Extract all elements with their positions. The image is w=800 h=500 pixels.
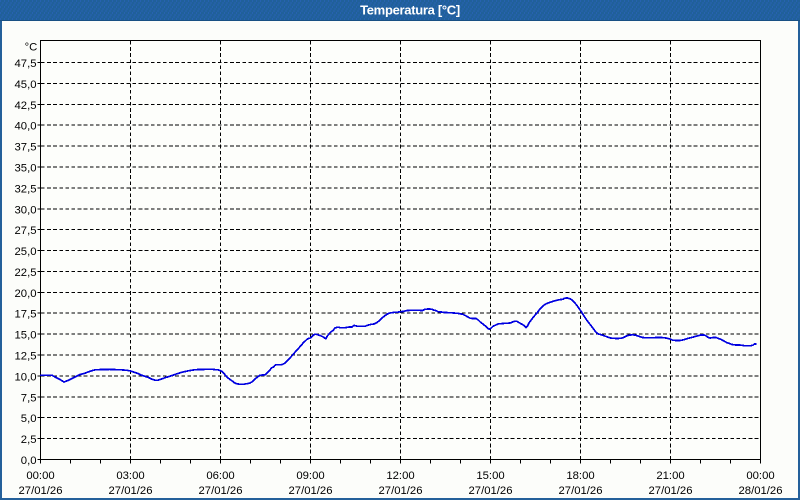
svg-text:42,5: 42,5 [15, 100, 37, 112]
svg-text:40,0: 40,0 [15, 121, 37, 133]
svg-text:06:00: 06:00 [206, 470, 234, 482]
svg-text:37,5: 37,5 [15, 142, 37, 154]
svg-text:27/01/26: 27/01/26 [199, 485, 243, 497]
svg-text:27/01/26: 27/01/26 [559, 485, 603, 497]
svg-text:10,0: 10,0 [15, 371, 37, 383]
svg-text:12,5: 12,5 [15, 351, 37, 363]
svg-text:30,0: 30,0 [15, 204, 37, 216]
svg-text:18:00: 18:00 [566, 470, 594, 482]
svg-text:28/01/26: 28/01/26 [739, 485, 783, 497]
svg-text:27/01/26: 27/01/26 [289, 485, 333, 497]
svg-text:00:00: 00:00 [746, 470, 774, 482]
svg-text:47,5: 47,5 [15, 58, 37, 70]
svg-text:15,0: 15,0 [15, 330, 37, 342]
svg-text:35,0: 35,0 [15, 162, 37, 174]
svg-text:17,5: 17,5 [15, 309, 37, 321]
svg-text:°C: °C [25, 41, 38, 53]
svg-text:12:00: 12:00 [386, 470, 414, 482]
svg-text:27/01/26: 27/01/26 [469, 485, 513, 497]
svg-text:03:00: 03:00 [116, 470, 144, 482]
svg-text:7,5: 7,5 [21, 392, 37, 404]
svg-text:27/01/26: 27/01/26 [109, 485, 153, 497]
svg-text:21:00: 21:00 [656, 470, 684, 482]
svg-text:32,5: 32,5 [15, 183, 37, 195]
svg-text:27/01/26: 27/01/26 [649, 485, 693, 497]
svg-text:Temperatura [°C]: Temperatura [°C] [360, 3, 460, 18]
svg-text:2,5: 2,5 [21, 434, 37, 446]
svg-text:20,0: 20,0 [15, 288, 37, 300]
svg-text:22,5: 22,5 [15, 267, 37, 279]
svg-text:0,0: 0,0 [21, 455, 37, 467]
svg-text:45,0: 45,0 [15, 79, 37, 91]
svg-text:25,0: 25,0 [15, 246, 37, 258]
svg-text:27,5: 27,5 [15, 225, 37, 237]
svg-text:09:00: 09:00 [296, 470, 324, 482]
svg-text:00:00: 00:00 [26, 470, 54, 482]
svg-text:15:00: 15:00 [476, 470, 504, 482]
svg-text:27/01/26: 27/01/26 [379, 485, 423, 497]
svg-text:5,0: 5,0 [21, 413, 37, 425]
svg-text:27/01/26: 27/01/26 [19, 485, 63, 497]
